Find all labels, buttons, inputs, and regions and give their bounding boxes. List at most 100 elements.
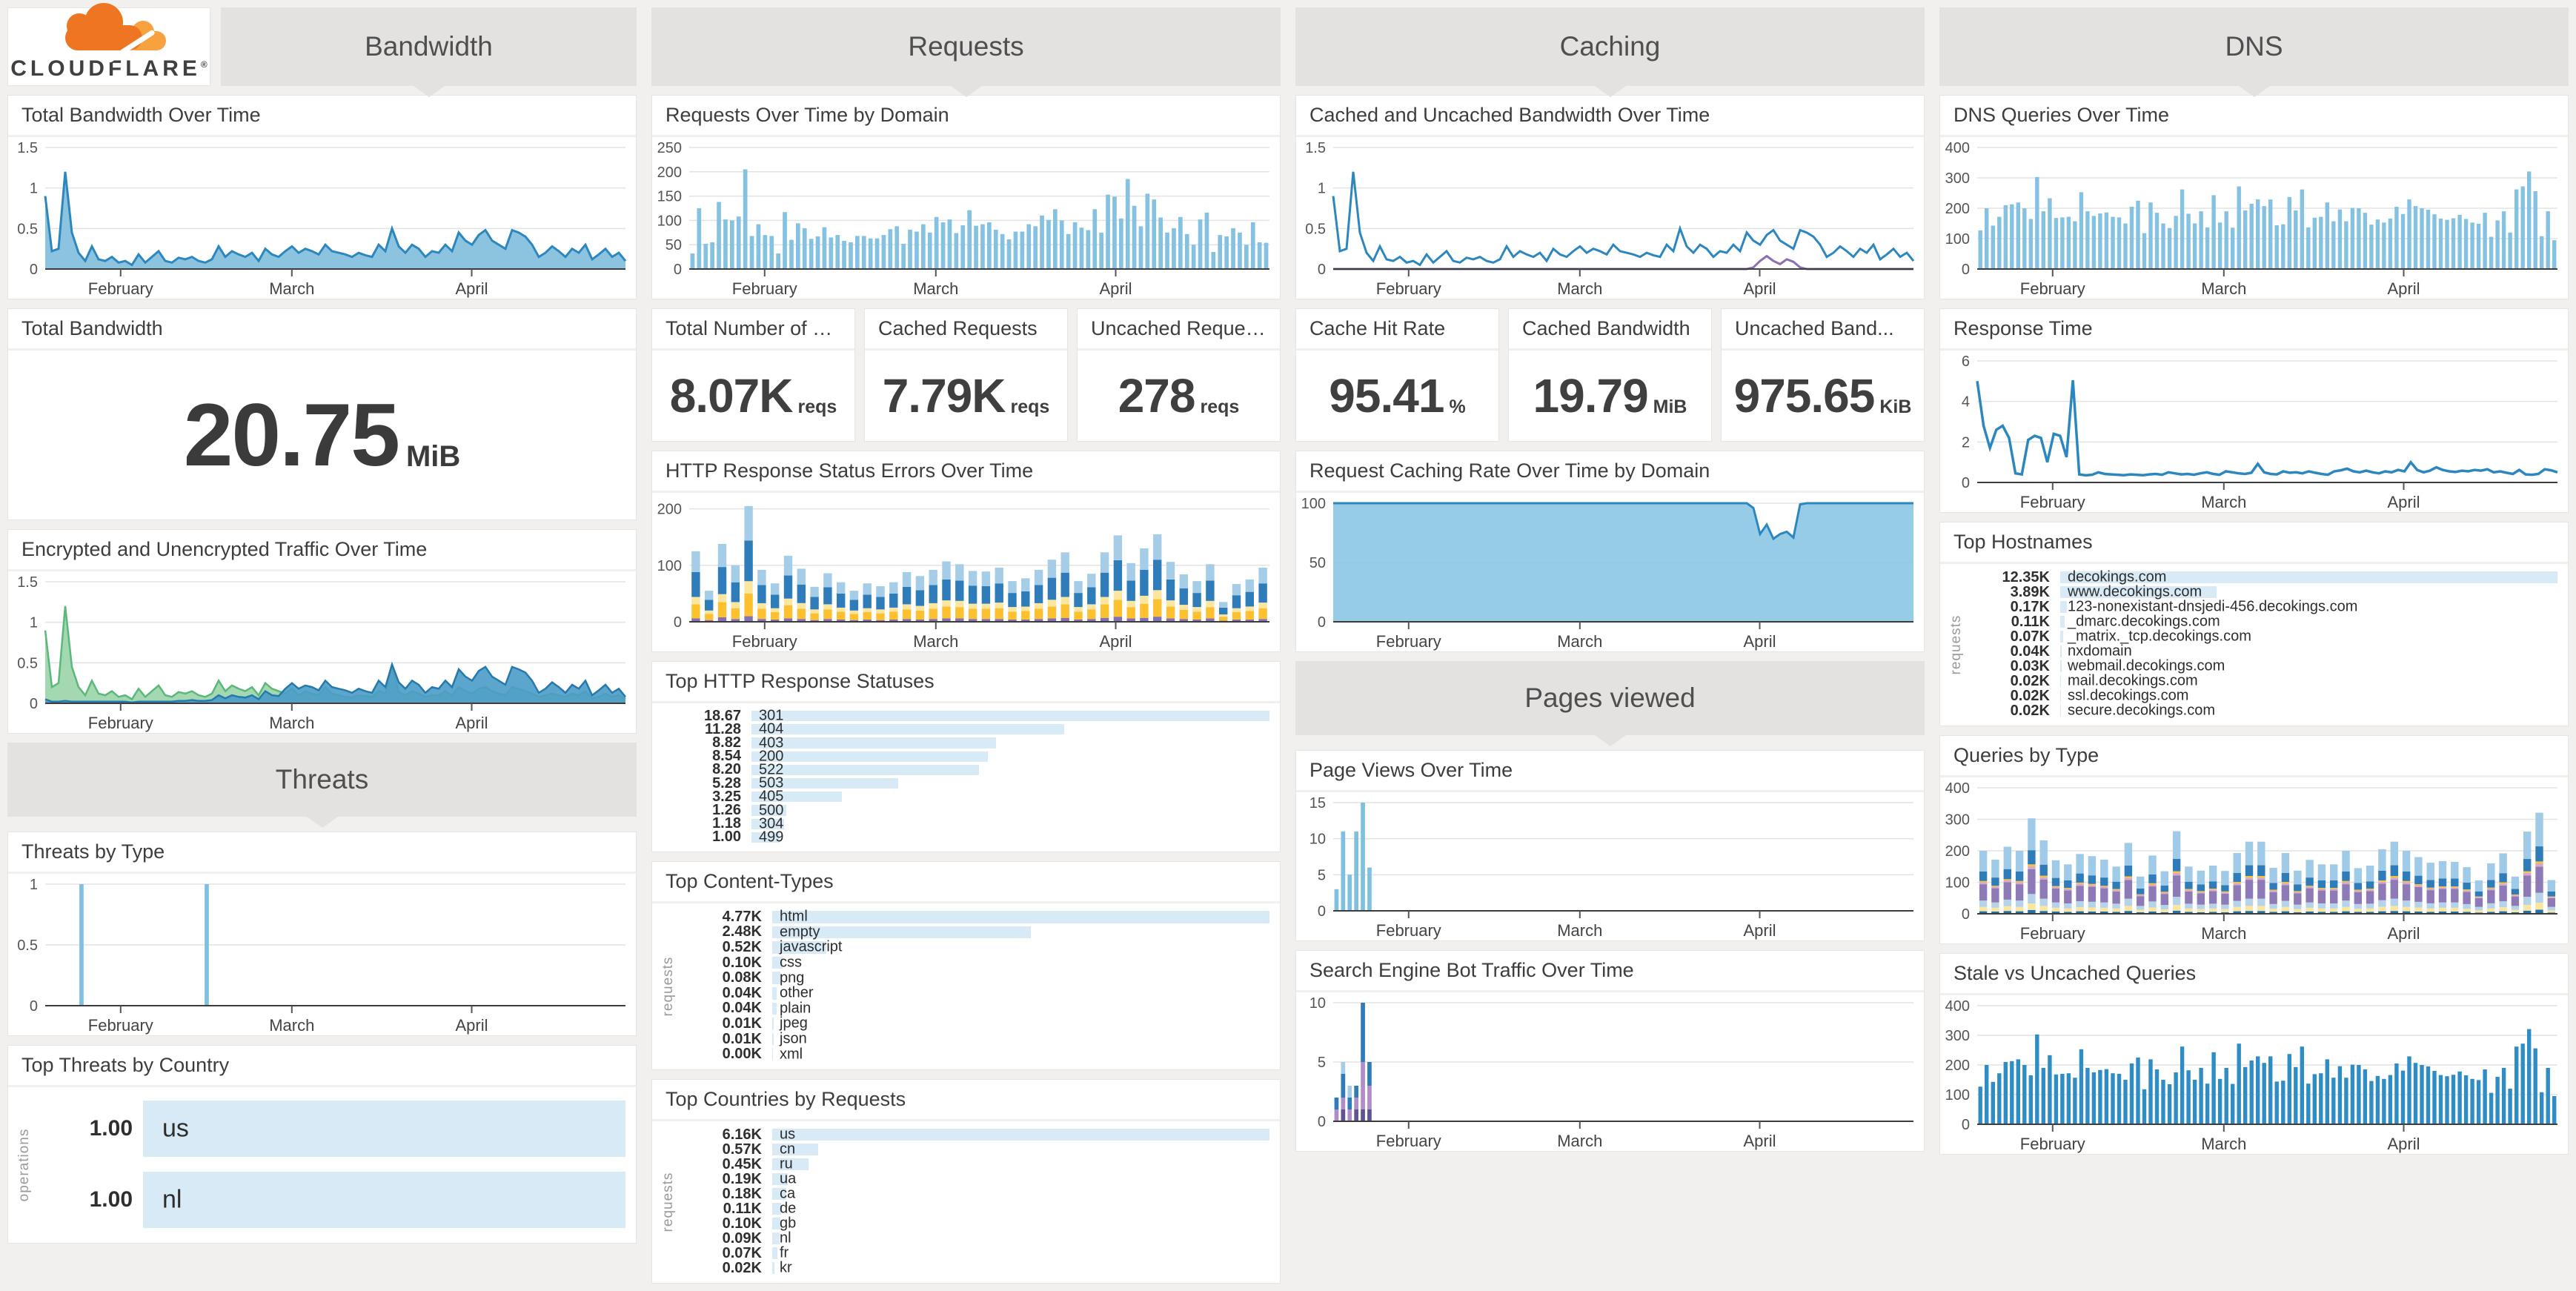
svg-text:0: 0 (1318, 1114, 1326, 1130)
svg-text:March: March (1557, 279, 1602, 298)
svg-text:March: March (913, 279, 958, 298)
requests-stats-row: Total Number of Re... 8.07K reqs Cached … (651, 308, 1281, 442)
svg-text:April: April (455, 279, 488, 298)
card-uncached-bandwidth: Uncached Band... 975.65 KiB (1721, 308, 1925, 442)
svg-text:April: April (455, 1016, 488, 1035)
card-title: Requests Over Time by Domain (652, 96, 1280, 137)
list-row: 0.03K webmail.decokings.com (1976, 658, 2557, 674)
svg-text:March: March (269, 279, 314, 298)
row-value: 8.82 (712, 734, 741, 751)
svg-text:February: February (2020, 924, 2085, 943)
card-top-content-types: Top Content-Types requests 4.77K html 2.48… (651, 861, 1281, 1070)
chart-requests-over-time[interactable]: 0 50 100 150 200 250 February March April (652, 137, 1280, 299)
row-label: 522 (759, 761, 784, 778)
card-title: Page Views Over Time (1296, 751, 1924, 792)
row-bar: ru (772, 1156, 1269, 1172)
row-label: html (780, 908, 808, 925)
card-top-threats-by-country: Top Threats by Country operations 1.00 us… (7, 1045, 637, 1244)
card-title: Total Bandwidth Over Time (8, 96, 636, 137)
chart-threats-by-type[interactable]: 0 0.5 1 February March April (8, 874, 636, 1035)
card-title: Uncached Band... (1722, 309, 1924, 351)
row-bar: 200 (751, 748, 1269, 764)
row-label: xml (780, 1046, 803, 1063)
svg-text:April: April (2387, 924, 2420, 943)
row-label: empty (780, 923, 820, 940)
chart-queries-by-type[interactable]: 0 100 200 300 400 February March April (1940, 777, 2568, 943)
header-pointer-icon (2238, 86, 2270, 97)
svg-text:March: March (2201, 279, 2246, 298)
section-title: Caching (1559, 31, 1661, 62)
svg-text:March: March (2201, 493, 2246, 511)
chart-request-caching-rate[interactable]: 0 50 100 February March April (1296, 493, 1924, 651)
row-bar: _matrix._tcp.decokings.com (2060, 628, 2557, 645)
chart-dns-queries[interactable]: 0 100 200 300 400 February March April (1940, 137, 2568, 299)
list-row: 0.02K secure.decokings.com (1976, 702, 2557, 719)
row-label: json (780, 1030, 807, 1047)
row-bar: fr (772, 1245, 1269, 1261)
card-title: Top Content-Types (652, 862, 1280, 903)
svg-text:1: 1 (30, 615, 38, 631)
chart-stale-uncached-queries[interactable]: 0 100 200 300 400 February March April (1940, 995, 2568, 1154)
svg-text:300: 300 (1945, 170, 1970, 187)
list-content-types[interactable]: requests 4.77K html 2.48K empty 0.52K javascr… (652, 903, 1280, 1069)
row-bar: us (143, 1100, 625, 1158)
row-value: 0.00K (722, 1046, 762, 1063)
chart-cached-uncached-bandwidth[interactable]: 0 0.5 1 1.5 February March April (1296, 137, 1924, 299)
svg-text:2: 2 (1962, 434, 1970, 451)
svg-text:0.5: 0.5 (17, 655, 38, 671)
svg-text:1: 1 (1318, 181, 1326, 197)
svg-text:0: 0 (30, 696, 38, 712)
card-bot-traffic: Search Engine Bot Traffic Over Time 0 5 10… (1295, 950, 1925, 1152)
svg-text:100: 100 (1945, 875, 1970, 892)
svg-text:April: April (1743, 1132, 1776, 1150)
list-row: 0.04K plain (688, 1000, 1269, 1016)
list-row: 8.54 200 (667, 748, 1269, 764)
list-hostnames[interactable]: requests 12.35K decokings.com 3.89K www.dec… (1940, 564, 2568, 726)
row-label: 304 (759, 815, 784, 832)
chart-http-errors[interactable]: 0 100 200 February March April (652, 493, 1280, 651)
chart-encrypted-traffic[interactable]: 0 0.5 1 1.5 February March April (8, 571, 636, 733)
svg-text:March: March (2201, 1135, 2246, 1153)
cloudflare-wordmark: CLOUDFLARE® (10, 56, 208, 81)
row-value: 0.02K (2010, 687, 2050, 704)
row-value: 0.01K (722, 1030, 762, 1047)
row-value: 0.04K (722, 984, 762, 1001)
chart-response-time[interactable]: 0 2 4 6 February March April (1940, 351, 2568, 512)
svg-text:50: 50 (1309, 555, 1326, 571)
list-row: 0.08K png (688, 969, 1269, 986)
chart-total-bandwidth-over-time[interactable]: 0 0.5 1 1.5 February March April (8, 137, 636, 299)
stat-number: 95.41 (1329, 369, 1444, 422)
card-cached-uncached-bandwidth: Cached and Uncached Bandwidth Over Time … (1295, 95, 1925, 299)
row-label: ua (780, 1170, 797, 1187)
row-bar: nl (772, 1230, 1269, 1247)
chart-page-views[interactable]: 0 5 10 15 February March April (1296, 792, 1924, 940)
list-row: 4.77K html (688, 908, 1269, 925)
row-bar: 405 (751, 789, 1269, 805)
row-label: secure.decokings.com (2068, 702, 2215, 719)
svg-text:0: 0 (1318, 262, 1326, 278)
card-queries-by-type: Queries by Type 0 100 200 300 400 February Mar… (1939, 735, 2569, 944)
row-bar: jpeg (772, 1015, 1269, 1032)
card-title: Cached and Uncached Bandwidth Over Time (1296, 96, 1924, 137)
list-top-threats[interactable]: operations 1.00 us 1.00 nl (8, 1087, 636, 1243)
list-countries[interactable]: requests 6.16K us 0.57K cn 0.45K ru 0.19K ua 0.1… (652, 1121, 1280, 1283)
header-pointer-icon (1594, 735, 1626, 746)
list-row: 1.00 nl (44, 1171, 625, 1229)
y-axis-label: requests (660, 1172, 676, 1232)
list-http-statuses[interactable]: 18.67 301 11.28 404 8.82 403 8.54 200 8.20 522 5.2… (652, 703, 1280, 852)
row-bar: json (772, 1030, 1269, 1047)
stat-value: 7.79K reqs (865, 351, 1067, 441)
list-row: 0.02K kr (688, 1260, 1269, 1276)
section-header-caching: Caching (1295, 7, 1925, 97)
row-label: ssl.decokings.com (2068, 687, 2189, 704)
card-title: Request Caching Rate Over Time by Domain (1296, 451, 1924, 493)
svg-text:0: 0 (674, 262, 682, 278)
svg-text:1.5: 1.5 (1305, 140, 1326, 156)
row-bar: gb (772, 1215, 1269, 1232)
chart-bot-traffic[interactable]: 0 5 10 February March April (1296, 992, 1924, 1151)
list-row: 0.45K ru (688, 1156, 1269, 1172)
row-value: 0.08K (722, 969, 762, 986)
row-label: us (162, 1114, 189, 1143)
stat-unit: reqs (797, 396, 837, 417)
